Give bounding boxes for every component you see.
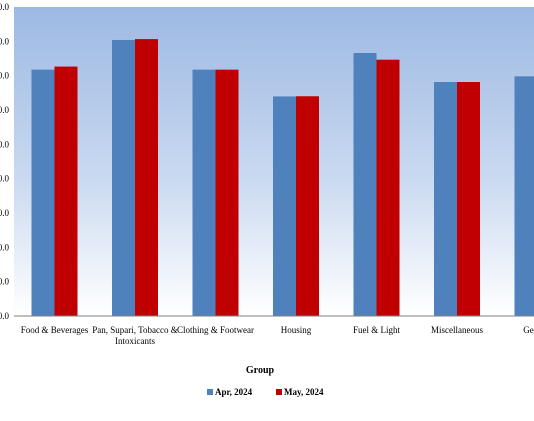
legend-swatch [276, 389, 282, 395]
y-tick-label: 60.0 [0, 208, 10, 218]
y-axis-ticks: 0.0 20.0 40.0 60.0 80.0 100.0 120.0 140.0 160.0 1… [0, 2, 10, 321]
x-axis-title: Group [246, 365, 275, 376]
legend-label: May, 2024 [284, 387, 324, 397]
legend: Apr, 2024 May, 2024 [207, 387, 324, 397]
legend-label: Apr, 2024 [215, 387, 253, 397]
category-label: Clothing & Footwear [177, 325, 254, 335]
y-tick-label: 80.0 [0, 174, 10, 184]
y-tick-label: 120.0 [0, 105, 10, 115]
bar-may-2024 [54, 66, 78, 317]
category-label: Food & Beverages [21, 325, 89, 335]
y-tick-label: 40.0 [0, 242, 10, 252]
y-tick-label: 180.0 [0, 2, 10, 12]
category-label: Pan, Supari, Tobacco & Intoxicants [92, 325, 177, 346]
bar-apr-2024 [273, 96, 296, 317]
category-labels: Food & Beverages Pan, Supari, Tobacco & In… [21, 325, 534, 346]
bar-apr-2024 [31, 69, 55, 317]
bars [31, 39, 534, 317]
category-label: Fuel & Light [353, 325, 400, 335]
bar-apr-2024 [434, 82, 457, 316]
category-label: General [523, 325, 534, 335]
legend-swatch [207, 389, 213, 395]
y-tick-label: 0.0 [0, 311, 10, 321]
y-tick-label: 100.0 [0, 139, 10, 149]
bar-apr-2024 [112, 39, 135, 317]
bar-may-2024 [296, 96, 319, 317]
bar-apr-2024 [353, 53, 377, 317]
bar-apr-2024 [514, 76, 534, 316]
bar-may-2024 [376, 59, 400, 317]
y-tick-label: 20.0 [0, 277, 10, 287]
category-label: Housing [281, 325, 312, 335]
y-tick-label: 140.0 [0, 71, 10, 81]
bar-may-2024 [215, 69, 239, 317]
category-label: Miscellaneous [431, 325, 483, 335]
bar-may-2024 [135, 39, 158, 317]
y-tick-label: 160.0 [0, 36, 10, 46]
bar-may-2024 [457, 82, 480, 316]
bar-apr-2024 [192, 69, 216, 317]
